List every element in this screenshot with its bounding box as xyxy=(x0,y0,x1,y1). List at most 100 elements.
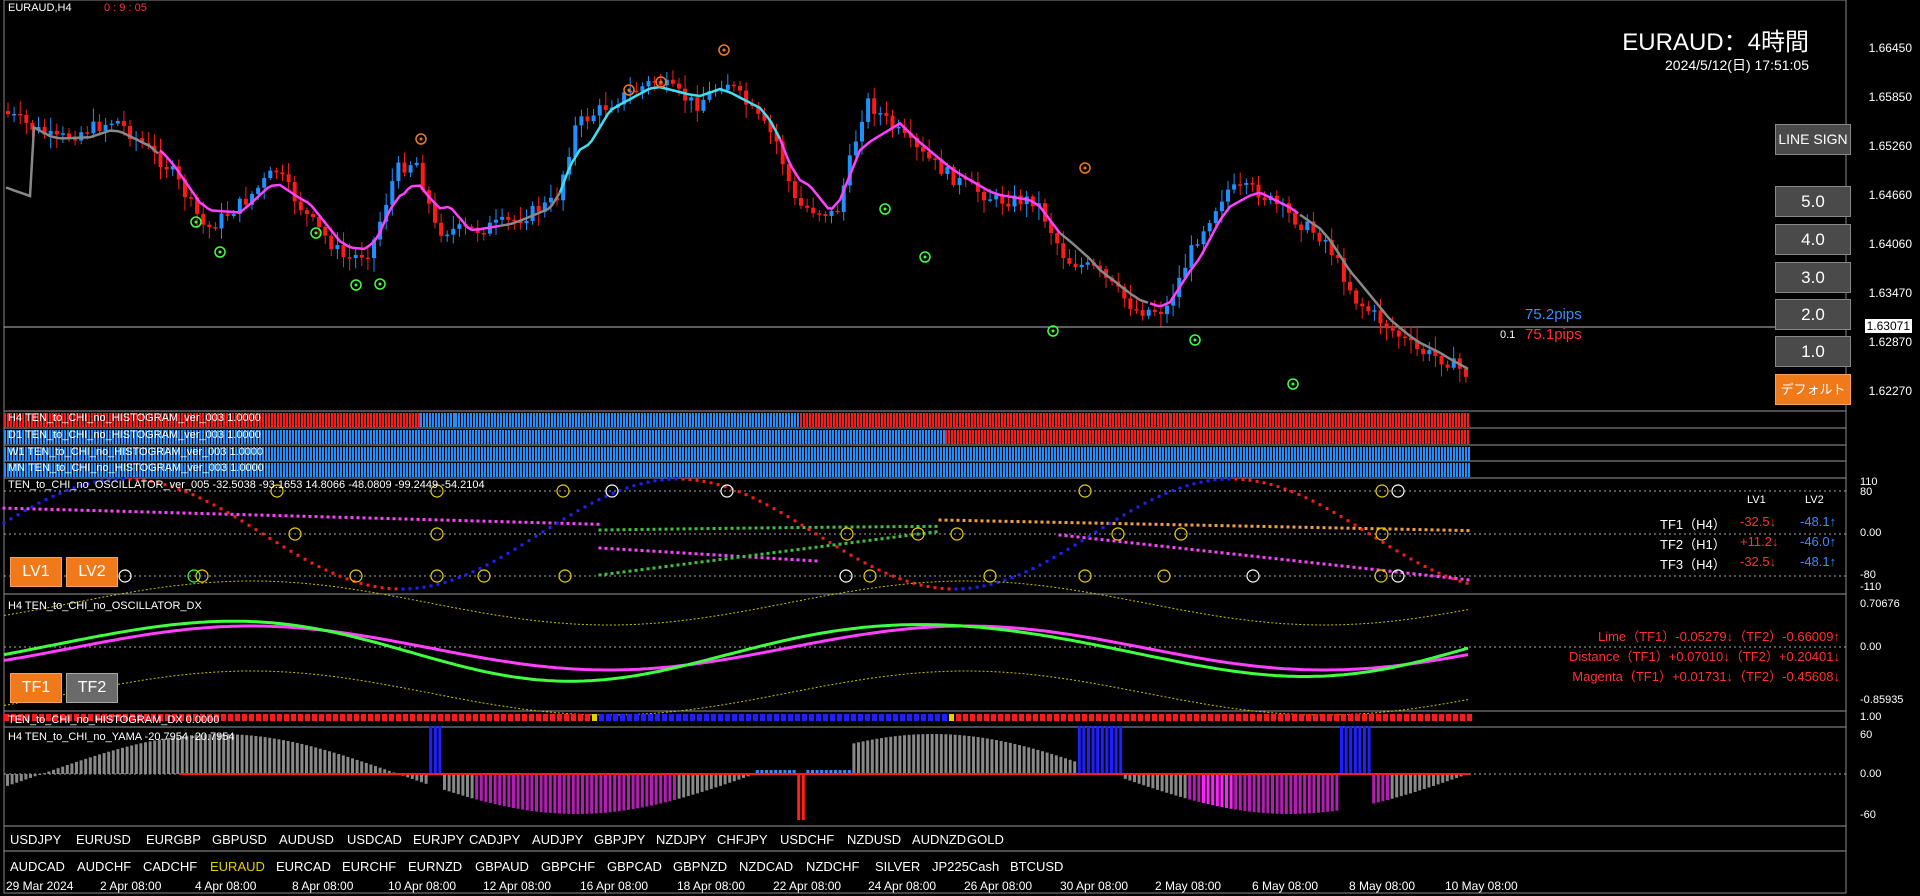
lv1-button[interactable]: LV1 xyxy=(10,557,62,587)
symbol-button-silver[interactable]: SILVER xyxy=(875,859,921,874)
candle xyxy=(256,187,261,194)
yama-bar xyxy=(447,774,451,792)
symbol-button-eurchf[interactable]: EURCHF xyxy=(342,859,397,874)
histogram-bar xyxy=(649,430,651,444)
osc-dot xyxy=(784,526,788,530)
symbol-button-cadjpy[interactable]: CADJPY xyxy=(469,832,521,847)
symbol-button-gbpcad[interactable]: GBPCAD xyxy=(607,859,662,874)
symbol-button-eurcad[interactable]: EURCAD xyxy=(276,859,331,874)
histogram-bar xyxy=(301,447,303,461)
symbol-button-gbpchf[interactable]: GBPCHF xyxy=(541,859,596,874)
level-3-button[interactable]: 3.0 xyxy=(1775,262,1851,293)
histogram-bar xyxy=(1270,463,1272,477)
yama-bar xyxy=(746,774,750,777)
histogram-bar xyxy=(911,413,913,427)
symbol-button-gbpjpy[interactable]: GBPJPY xyxy=(594,832,646,847)
histogram-bar xyxy=(1408,463,1410,477)
level-2-button[interactable]: 2.0 xyxy=(1775,299,1851,330)
histogram-bar xyxy=(997,447,999,461)
symbol-button-audchf[interactable]: AUDCHF xyxy=(77,859,132,874)
symbol-button-cadchf[interactable]: CADCHF xyxy=(143,859,198,874)
histogram-bar xyxy=(887,413,889,427)
histogram-bar xyxy=(313,463,315,477)
buy-signal-icon xyxy=(1047,325,1059,337)
symbol-button-audcad[interactable]: AUDCAD xyxy=(10,859,65,874)
osc-dot xyxy=(471,570,475,574)
symbol-button-euraud[interactable]: EURAUD xyxy=(210,859,265,874)
histogram-bar xyxy=(872,413,874,427)
symbol-button-eurgbp[interactable]: EURGBP xyxy=(146,832,201,847)
osc-dot xyxy=(58,491,62,495)
candle xyxy=(457,224,462,229)
histogram-bar xyxy=(331,463,333,477)
osc-dot xyxy=(524,520,528,524)
histogram-bar xyxy=(1197,413,1199,427)
tf1-button[interactable]: TF1 xyxy=(10,673,62,703)
histogram-bar xyxy=(784,447,786,461)
yama-bar xyxy=(728,774,732,783)
tf2-button[interactable]: TF2 xyxy=(66,673,118,703)
buy-signal-icon xyxy=(923,255,927,259)
symbol-button-nzdjpy[interactable]: NZDJPY xyxy=(656,832,707,847)
symbol-button-audnzd[interactable]: AUDNZD xyxy=(912,832,967,847)
histogram-bar xyxy=(250,463,252,477)
histogram-bar xyxy=(487,430,489,444)
symbol-button-eurnzd[interactable]: EURNZD xyxy=(408,859,463,874)
osc-dot xyxy=(368,516,372,520)
dx-hist-cell xyxy=(907,714,912,721)
symbol-button-usdjpy[interactable]: USDJPY xyxy=(10,832,62,847)
histogram-bar xyxy=(712,430,714,444)
symbol-button-btcusd[interactable]: BTCUSD xyxy=(1010,859,1064,874)
yama-bar xyxy=(1192,774,1196,801)
lv2-button[interactable]: LV2 xyxy=(66,557,118,587)
dx-hist-cell xyxy=(403,714,408,721)
yama-bar xyxy=(98,754,101,774)
symbol-button-nzdchf[interactable]: NZDCHF xyxy=(806,859,860,874)
symbol-button-gbpnzd[interactable]: GBPNZD xyxy=(673,859,728,874)
dx-hist-cell xyxy=(1159,714,1164,721)
symbol-button-nzdcad[interactable]: NZDCAD xyxy=(739,859,794,874)
symbol-button-jp225cash[interactable]: JP225Cash xyxy=(932,859,1000,874)
symbol-button-eurjpy[interactable]: EURJPY xyxy=(413,832,465,847)
histogram-bar xyxy=(280,430,282,444)
histogram-bar xyxy=(124,430,126,444)
symbol-button-chfjpy[interactable]: CHFJPY xyxy=(717,832,768,847)
level-1-button[interactable]: 1.0 xyxy=(1775,336,1851,367)
symbol-button-eurusd[interactable]: EURUSD xyxy=(76,832,131,847)
symbol-button-usdcad[interactable]: USDCAD xyxy=(347,832,402,847)
histogram-bar xyxy=(643,430,645,444)
histogram-bar xyxy=(878,413,880,427)
histogram-bar xyxy=(694,430,696,444)
osc-dot xyxy=(793,519,797,523)
histogram-bar xyxy=(124,463,126,477)
symbol-button-gbpusd[interactable]: GBPUSD xyxy=(212,832,267,847)
symbol-button-gbpaud[interactable]: GBPAUD xyxy=(475,859,529,874)
histogram-bar xyxy=(548,413,550,427)
histogram-bar xyxy=(1001,413,1003,427)
yama-bar xyxy=(1073,761,1077,774)
symbol-button-nzdusd[interactable]: NZDUSD xyxy=(847,832,902,847)
symbol-button-usdchf[interactable]: USDCHF xyxy=(780,832,835,847)
osc-dot xyxy=(194,511,198,515)
level-5-button[interactable]: 5.0 xyxy=(1775,186,1851,217)
osc-dot xyxy=(724,554,728,558)
symbol-button-gold[interactable]: GOLD xyxy=(967,832,1004,847)
histogram-bar xyxy=(478,447,480,461)
symbol-button-audusd[interactable]: AUDUSD xyxy=(279,832,334,847)
histogram-bar xyxy=(142,463,144,477)
symbol-button-audjpy[interactable]: AUDJPY xyxy=(532,832,584,847)
dx-hist-cell xyxy=(1222,714,1227,721)
osc-dot xyxy=(485,563,489,567)
histogram-bar xyxy=(638,413,640,427)
histogram-bar xyxy=(1221,430,1223,444)
level-4-button[interactable]: 4.0 xyxy=(1775,224,1851,255)
osc-dot xyxy=(326,515,330,519)
histogram-bar xyxy=(461,413,463,427)
line-sign-button[interactable]: LINE SIGN xyxy=(1775,124,1851,155)
histogram-bar xyxy=(1380,413,1382,427)
moving-average xyxy=(1299,213,1469,370)
histogram-bar xyxy=(1086,430,1088,444)
histogram-bar xyxy=(514,447,516,461)
default-button[interactable]: デフォルト xyxy=(1775,374,1851,405)
